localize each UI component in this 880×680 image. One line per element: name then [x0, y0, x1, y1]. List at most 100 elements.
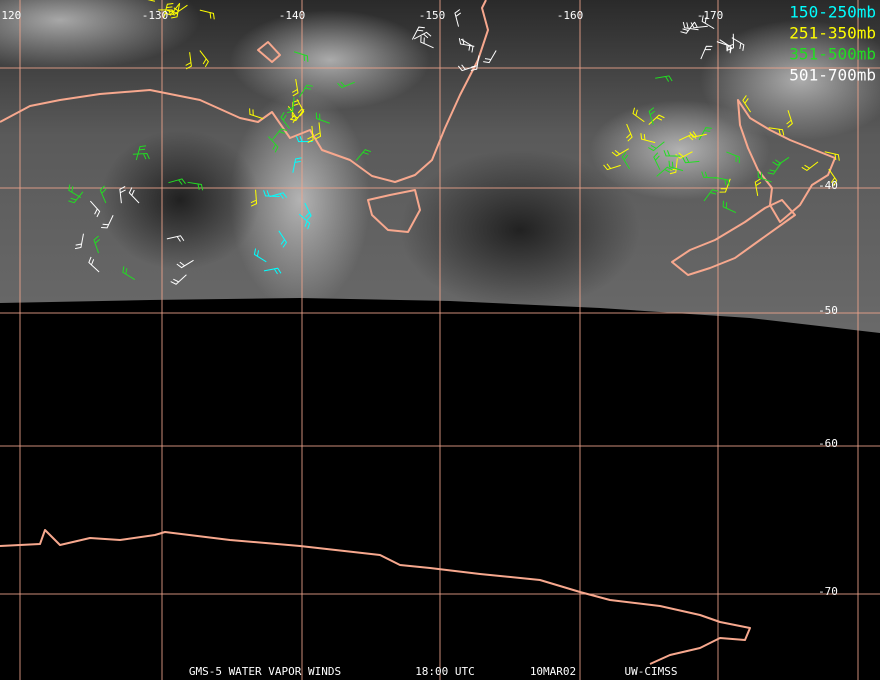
wind-barb [253, 248, 267, 263]
wind-barb [632, 107, 645, 123]
longitude-label: -160 [557, 9, 584, 22]
wind-barb [249, 108, 264, 120]
wind-barb [187, 181, 204, 191]
wind-barb [648, 141, 665, 152]
wind-barb [68, 191, 84, 204]
wind-barb [682, 21, 699, 31]
wind-barb [298, 213, 311, 230]
wind-barb [420, 36, 434, 49]
wind-barb [99, 185, 107, 204]
wind-barb [314, 122, 322, 140]
wind-barb [119, 186, 126, 204]
labels: -120 -130 -140 -150 -160 -170 -40 -50 -60 -70 150-… [0, 3, 876, 679]
wind-barb [669, 158, 678, 175]
wind-barb [824, 151, 840, 161]
wind-barb [828, 168, 838, 186]
wind-barb [286, 97, 295, 114]
wind-barb [307, 125, 314, 143]
wind-barb [299, 84, 313, 98]
wind-barb [460, 38, 474, 53]
wind-barb [682, 156, 700, 164]
wind-barb [89, 200, 101, 218]
legend-entry: 351-500mb [789, 45, 876, 64]
longitude-label: -130 [142, 9, 169, 22]
wind-barb [199, 9, 215, 20]
wind-barb [640, 133, 656, 144]
wind-barb [719, 39, 732, 54]
wind-barb [626, 123, 633, 142]
wind-barb [292, 157, 302, 173]
longitude-label: -170 [697, 9, 724, 22]
footer-text: UW-CIMSS [625, 665, 678, 678]
wind-barb [700, 45, 713, 60]
wind-barb [304, 202, 312, 221]
wind-barb [295, 135, 313, 143]
footer-text: 10MAR02 [530, 665, 576, 678]
wind-barb [101, 215, 114, 229]
wind-barb [355, 149, 372, 161]
wind-barb [757, 171, 772, 183]
longitude-label: -120 [0, 9, 21, 22]
wind-barb [293, 51, 309, 62]
wind-barb [291, 78, 299, 97]
latitude-label: -70 [818, 585, 838, 598]
longitude-label: -140 [279, 9, 306, 22]
wind-barb [656, 166, 673, 177]
wind-barb [128, 187, 140, 204]
latitude-label: -40 [818, 179, 838, 192]
latitude-label: -60 [818, 437, 838, 450]
wind-barb [483, 50, 497, 64]
wind-barb [269, 192, 288, 199]
wind-barb [337, 81, 355, 89]
wind-barb [731, 37, 745, 51]
wind-barb [296, 99, 305, 117]
wind-barb [653, 152, 661, 170]
wind-barb [268, 136, 279, 153]
longitude-label: -150 [419, 9, 446, 22]
wind-barbs [68, 0, 840, 285]
wind-barb [176, 259, 194, 269]
footer-text: GMS-5 WATER VAPOR WINDS [189, 665, 341, 678]
wind-barb [163, 3, 174, 18]
wind-barb [278, 230, 288, 248]
wind-barb [648, 107, 656, 125]
wind-barb [171, 3, 181, 19]
wind-barb [185, 52, 192, 70]
wind-barb [263, 190, 280, 197]
wind-barb [168, 178, 186, 185]
wind-barb [158, 9, 175, 16]
legend-entry: 501-700mb [789, 66, 876, 85]
wind-barb [135, 145, 147, 161]
wind-barb [280, 111, 290, 129]
wind-barb [655, 75, 673, 82]
wind-barb [122, 266, 136, 280]
wind-barb [315, 112, 330, 124]
wind-barb [289, 108, 305, 122]
legend-entry: 251-350mb [789, 24, 876, 43]
legend-entry: 150-250mb [789, 3, 876, 22]
wind-barb [722, 200, 737, 214]
latitude-label: -50 [818, 304, 838, 317]
wind-barb [263, 267, 282, 275]
wind-barb [786, 110, 793, 128]
wind-barb [668, 160, 684, 172]
wind-barb [703, 189, 719, 202]
coastlines [0, 0, 836, 665]
wind-barb [767, 162, 782, 175]
wind-barb [199, 50, 209, 68]
wind-barb [454, 9, 462, 27]
wind-barb [250, 189, 258, 207]
wind-barb [680, 21, 696, 34]
wind-barb [68, 184, 82, 198]
wind-barb [170, 4, 188, 14]
wind-barb [147, 0, 156, 2]
wind-barb [611, 148, 629, 157]
footer-text: 18:00 UTC [415, 665, 475, 678]
wind-barb [701, 15, 715, 30]
wind-barb [701, 171, 718, 179]
wind-barb [413, 31, 432, 40]
wind-barb [93, 235, 101, 254]
wind-barb [768, 127, 785, 136]
wind-barb [801, 161, 819, 172]
